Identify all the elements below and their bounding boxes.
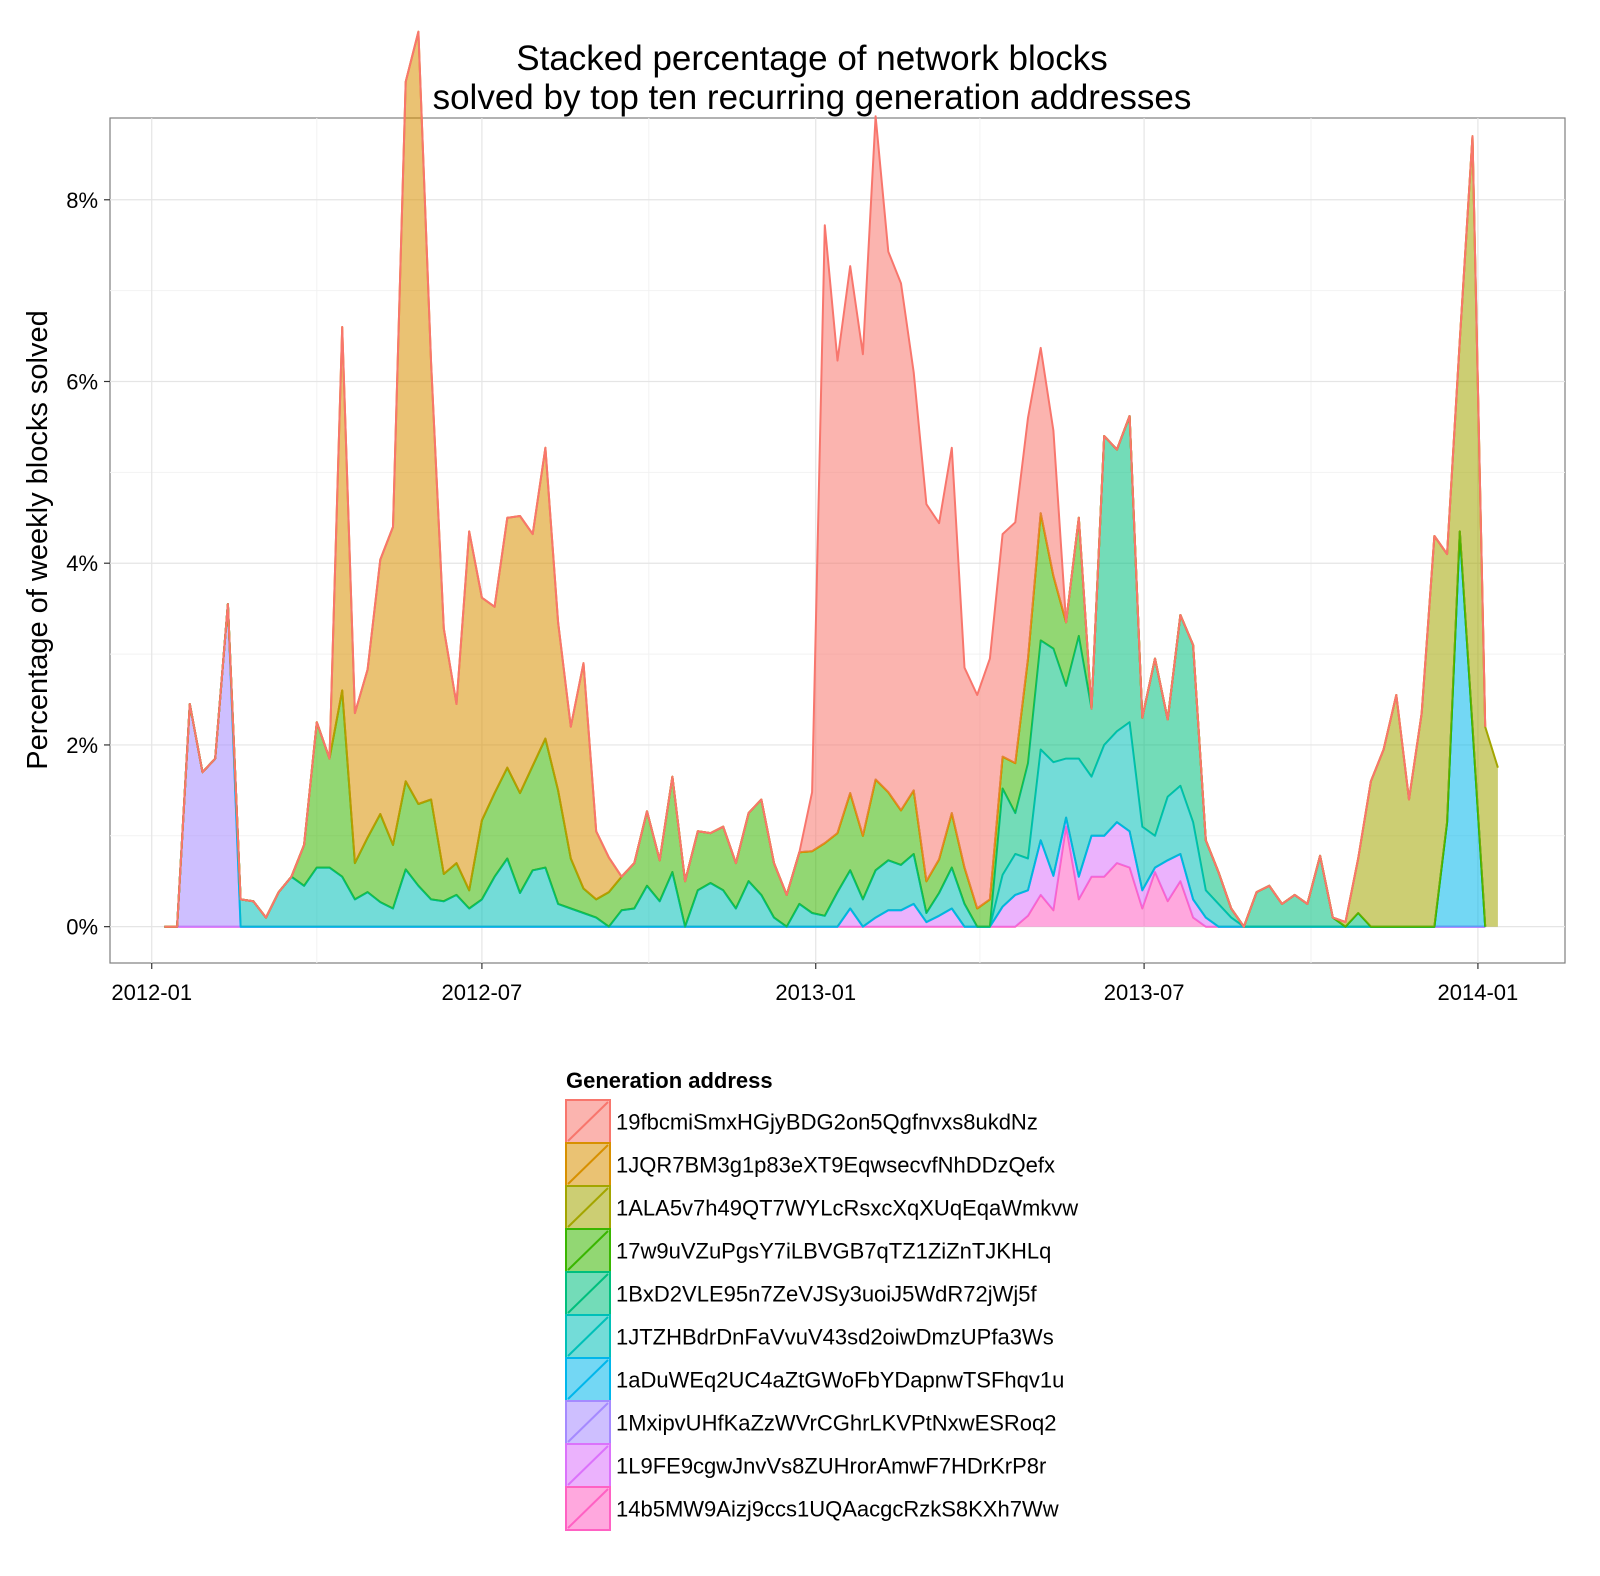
- y-axis-title: Percentage of weekly blocks solved: [22, 310, 54, 769]
- legend-swatch-diagonal: [567, 1359, 609, 1400]
- legend: Generation address 19fbcmiSmxHGjyBDG2on5…: [565, 1068, 1078, 1531]
- area-fill: [164, 31, 1486, 927]
- y-tick-label: 4%: [66, 551, 98, 576]
- y-tick-label: 0%: [66, 915, 98, 940]
- y-tick-label: 2%: [66, 733, 98, 758]
- legend-label: 1JQR7BM3g1p83eXT9EqwsecvfNhDDzQefx: [616, 1153, 1055, 1178]
- legend-item: 1L9FE9cgwJnvVs8ZUHrorAmwF7HDrKrP8r: [565, 1443, 1046, 1488]
- legend-swatch-diagonal: [567, 1144, 609, 1185]
- legend-swatch-diagonal: [567, 1316, 609, 1357]
- legend-label: 1JTZHBdrDnFaVvuV43sd2oiwDmzUPfa3Ws: [616, 1325, 1054, 1350]
- area-fill: [164, 416, 1486, 927]
- legend-label: 14b5MW9Aizj9ccs1UQAacgcRzkS8KXh7Ww: [616, 1497, 1059, 1522]
- y-axis: 0% 2% 4% 6% 8%: [66, 188, 110, 940]
- legend-item: 1MxipvUHfKaZzWVrCGhrLKVPtNxwESRoq2: [565, 1400, 1057, 1445]
- legend-label: 1MxipvUHfKaZzWVrCGhrLKVPtNxwESRoq2: [616, 1411, 1057, 1436]
- x-tick-label: 2013-07: [1104, 980, 1185, 1005]
- area-fill: [164, 531, 1486, 927]
- x-tick-label: 2012-07: [442, 980, 523, 1005]
- legend-label: 17w9uVZuPgsY7iLBVGB7qTZ1ZiZnTJKHLq: [616, 1239, 1051, 1264]
- legend-item: 1aDuWEq2UC4aZtGWoFbYDapnwTSFhqv1u: [565, 1357, 1064, 1402]
- legend-label: 19fbcmiSmxHGjyBDG2on5Qgfnvxs8ukdNz: [616, 1110, 1038, 1135]
- area-outline: [164, 30, 1487, 928]
- legend-item: 14b5MW9Aizj9ccs1UQAacgcRzkS8KXh7Ww: [565, 1486, 1059, 1531]
- legend-item: 1JTZHBdrDnFaVvuV43sd2oiwDmzUPfa3Ws: [565, 1314, 1054, 1359]
- y-tick-label: 8%: [66, 188, 98, 213]
- legend-item: 1BxD2VLE95n7ZeVJSy3uoiJ5WdR72jWj5f: [565, 1271, 1038, 1316]
- legend-item: 1ALA5v7h49QT7WYLcRsxcXqXUqEqaWmkvw: [565, 1185, 1078, 1230]
- legend-label: 1L9FE9cgwJnvVs8ZUHrorAmwF7HDrKrP8r: [616, 1454, 1046, 1479]
- area-fill: [164, 416, 1486, 927]
- legend-swatch-diagonal: [567, 1488, 609, 1529]
- area-fill: [164, 31, 1486, 927]
- legend-label: 1ALA5v7h49QT7WYLcRsxcXqXUqEqaWmkvw: [616, 1196, 1078, 1221]
- legend-swatch-diagonal: [567, 1445, 609, 1486]
- legend-label: 1aDuWEq2UC4aZtGWoFbYDapnwTSFhqv1u: [616, 1368, 1064, 1393]
- legend-item: 1JQR7BM3g1p83eXT9EqwsecvfNhDDzQefx: [565, 1142, 1055, 1187]
- y-tick-label: 6%: [66, 369, 98, 394]
- stacked-areas: [164, 30, 1499, 928]
- legend-swatch-diagonal: [567, 1273, 609, 1314]
- legend-title: Generation address: [566, 1068, 773, 1093]
- legend-label: 1BxD2VLE95n7ZeVJSy3uoiJ5WdR72jWj5f: [616, 1282, 1038, 1307]
- x-tick-label: 2014-01: [1438, 980, 1519, 1005]
- x-tick-label: 2013-01: [775, 980, 856, 1005]
- legend-swatch-diagonal: [567, 1230, 609, 1271]
- x-tick-label: 2012-01: [111, 980, 192, 1005]
- legend-swatch-diagonal: [567, 1101, 609, 1142]
- chart-title-line-1: Stacked percentage of network blocks: [516, 39, 1107, 78]
- area-fill: [164, 136, 1498, 927]
- x-axis: 2012-01 2012-07 2013-01 2013-07 2014-01: [111, 963, 1518, 1005]
- legend-swatch-diagonal: [567, 1187, 609, 1228]
- legend-swatch-diagonal: [567, 1402, 609, 1443]
- legend-item: 17w9uVZuPgsY7iLBVGB7qTZ1ZiZnTJKHLq: [565, 1228, 1051, 1273]
- chart-title-line-2: solved by top ten recurring generation a…: [433, 78, 1192, 117]
- legend-item: 19fbcmiSmxHGjyBDG2on5Qgfnvxs8ukdNz: [565, 1099, 1038, 1144]
- area-fill: [164, 826, 1486, 927]
